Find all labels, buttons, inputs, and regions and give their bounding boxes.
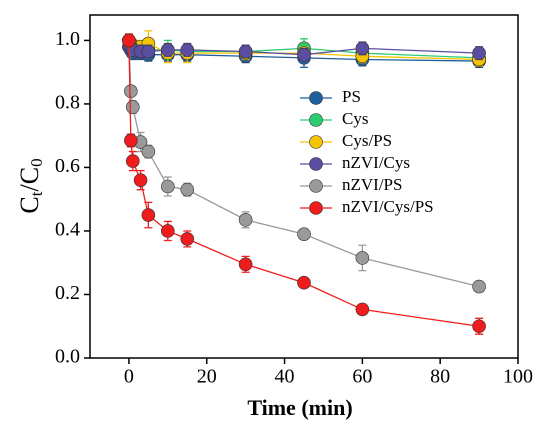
legend-marker: [309, 201, 323, 215]
data-point: [180, 43, 195, 57]
data-point: [355, 251, 370, 265]
data-point: [238, 257, 253, 272]
data-point: [355, 41, 370, 56]
data-point: [141, 208, 156, 222]
data-point: [133, 173, 148, 187]
x-tick-label: 60: [352, 366, 372, 388]
y-tick-label: 0.6: [55, 155, 80, 177]
data-point: [161, 179, 175, 194]
x-axis-label: Time (min): [247, 395, 352, 420]
legend-label: nZVI/PS: [342, 175, 402, 194]
x-tick-label: 40: [275, 366, 295, 388]
x-tick-label: 20: [197, 366, 217, 388]
x-tick-label: 80: [430, 366, 450, 388]
y-tick-label: 0.0: [55, 346, 80, 368]
data-point: [238, 44, 253, 59]
legend-marker: [309, 157, 323, 171]
legend-label: Cys/PS: [342, 131, 392, 150]
legend-label: Cys: [342, 109, 368, 128]
legend-label: nZVI/Cys/PS: [342, 197, 434, 216]
y-label-sub: t: [27, 191, 46, 196]
data-point: [472, 319, 486, 334]
data-point: [141, 144, 156, 159]
data-point: [297, 275, 311, 290]
plot-frame: [89, 14, 519, 359]
data-point: [472, 279, 486, 294]
data-point: [126, 154, 140, 168]
legend-label: PS: [342, 87, 361, 106]
legend-label: nZVI/Cys: [342, 153, 410, 172]
legend-marker: [309, 179, 323, 193]
data-point: [180, 232, 195, 246]
data-point: [161, 224, 175, 238]
data-point: [355, 302, 370, 317]
data-point: [124, 133, 138, 148]
data-point: [180, 182, 195, 197]
y-tick-label: 0.2: [55, 282, 80, 304]
y-label-sub: 0: [27, 158, 46, 167]
y-axis-label: Ct/C0: [15, 158, 46, 213]
data-point: [122, 33, 136, 48]
x-tick-label: 0: [124, 366, 134, 388]
data-point: [238, 213, 253, 227]
data-point: [161, 43, 175, 57]
y-tick-label: 0.8: [55, 92, 80, 114]
legend-marker: [309, 135, 323, 149]
y-tick-label: 0.4: [55, 219, 80, 241]
data-point: [297, 227, 311, 241]
y-label-part: /C: [15, 167, 44, 192]
data-point: [124, 84, 138, 99]
legend-marker: [309, 113, 323, 127]
data-point: [141, 44, 156, 59]
data-point: [472, 46, 486, 60]
legend-marker: [309, 91, 323, 105]
y-label-part: C: [15, 196, 44, 213]
x-tick-label: 100: [503, 366, 533, 388]
data-point: [126, 100, 140, 114]
data-point: [297, 47, 311, 62]
y-tick-label: 1.0: [55, 28, 80, 50]
